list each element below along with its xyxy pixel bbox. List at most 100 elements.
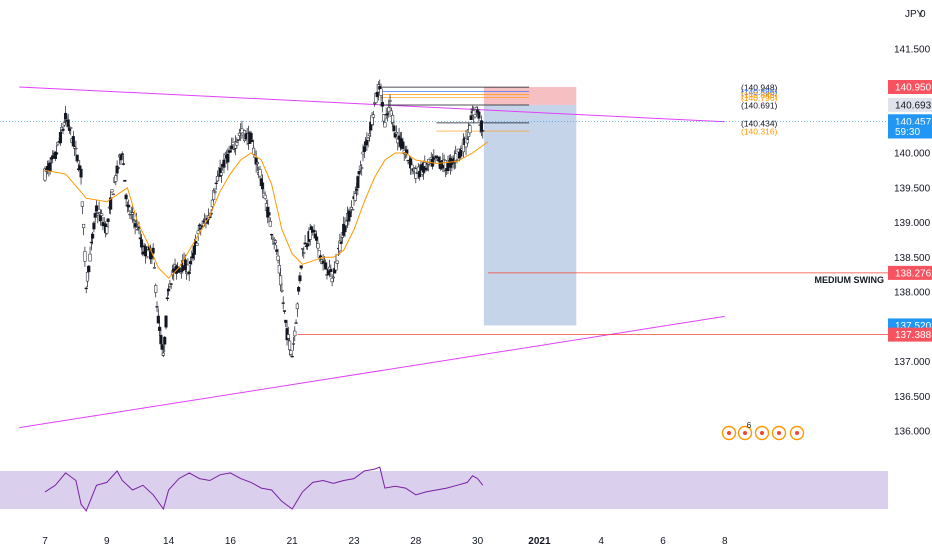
y-tick-label: 136.500 bbox=[894, 392, 931, 403]
candle-body bbox=[88, 253, 92, 262]
rsi-line bbox=[44, 466, 484, 512]
candle-body bbox=[187, 271, 191, 274]
candle-body bbox=[339, 241, 343, 244]
price-label-bg bbox=[888, 124, 932, 139]
candle-body bbox=[145, 256, 149, 259]
candle-body bbox=[438, 160, 442, 169]
candle-body bbox=[80, 201, 84, 207]
candlesticks bbox=[43, 79, 485, 358]
candle-body bbox=[165, 297, 169, 299]
medium-swing-label: MEDIUM SWING bbox=[815, 275, 885, 285]
currency-suffix: 0 bbox=[920, 9, 926, 20]
candle-body bbox=[348, 211, 352, 218]
candle-body bbox=[121, 163, 126, 165]
candle-body bbox=[119, 154, 123, 161]
candle-body bbox=[159, 334, 163, 345]
candle-body bbox=[160, 344, 164, 350]
moving-average bbox=[44, 141, 489, 279]
y-tick-label: 136.000 bbox=[894, 427, 931, 438]
candle-body bbox=[169, 283, 173, 285]
candle-body bbox=[277, 265, 281, 274]
candle-body bbox=[331, 276, 335, 279]
candle-body bbox=[468, 125, 472, 134]
candle-body bbox=[84, 287, 88, 290]
candle-body bbox=[219, 172, 223, 176]
candle-body bbox=[309, 226, 314, 230]
candle-body bbox=[315, 236, 319, 241]
x-tick-label: 8 bbox=[722, 536, 728, 547]
candle-body bbox=[105, 226, 109, 234]
price-label: 140.457 bbox=[895, 117, 932, 128]
candle-body bbox=[424, 167, 428, 171]
candle-body bbox=[351, 209, 355, 211]
candle-body bbox=[69, 127, 73, 129]
jp-flag-icon-dot bbox=[795, 431, 799, 435]
candle-body bbox=[481, 130, 485, 132]
x-tick-label: 14 bbox=[163, 536, 175, 547]
candle-body bbox=[143, 246, 147, 257]
x-tick-label: 6 bbox=[660, 536, 666, 547]
candle-body bbox=[289, 350, 293, 355]
candle-body bbox=[270, 233, 274, 236]
level-label: (140.316) bbox=[741, 127, 778, 137]
level-lines: (140.948)(140.886)(140.840)(140.796)(140… bbox=[0, 83, 888, 336]
y-tick-label: 138.500 bbox=[894, 253, 931, 264]
candle-body bbox=[275, 249, 279, 252]
candle-body bbox=[197, 224, 202, 226]
candle-body bbox=[110, 189, 114, 193]
candle-body bbox=[114, 175, 118, 182]
candle-body bbox=[298, 275, 302, 282]
candle-body bbox=[132, 219, 136, 221]
candle-body bbox=[302, 252, 306, 254]
candle-body bbox=[357, 171, 361, 175]
x-tick-label: 9 bbox=[104, 536, 110, 547]
price-label: 59:30 bbox=[895, 127, 920, 138]
candle-body bbox=[127, 204, 131, 208]
candle-body bbox=[317, 250, 321, 258]
candle-body bbox=[281, 302, 285, 304]
y-tick-label: 139.500 bbox=[894, 183, 931, 194]
candle-body bbox=[250, 139, 254, 142]
candle-body bbox=[226, 153, 230, 163]
candle-body bbox=[291, 343, 296, 345]
price-label: 137.520 bbox=[895, 321, 932, 332]
trendlines bbox=[19, 86, 725, 429]
candle-body bbox=[92, 222, 96, 230]
candle-body bbox=[273, 240, 278, 244]
candle-body bbox=[89, 241, 93, 244]
candle-body bbox=[115, 165, 119, 174]
candle-body bbox=[353, 193, 357, 201]
candle-body bbox=[48, 162, 52, 172]
candle-body bbox=[465, 139, 469, 144]
candle-body bbox=[284, 319, 288, 323]
candle-body bbox=[338, 240, 342, 252]
price-label: 137.388 bbox=[895, 330, 932, 341]
candle-body bbox=[195, 243, 199, 246]
candle-body bbox=[286, 334, 290, 339]
x-tick-label: 23 bbox=[348, 536, 360, 547]
candle-body bbox=[55, 152, 59, 155]
candle-body bbox=[380, 101, 384, 107]
x-tick-label: 30 bbox=[472, 536, 484, 547]
x-tick-label: 16 bbox=[225, 536, 237, 547]
candle-body bbox=[255, 162, 259, 164]
candle-body bbox=[215, 175, 220, 182]
candle-body bbox=[303, 242, 307, 245]
candle-body bbox=[116, 167, 120, 169]
candle-body bbox=[293, 330, 297, 337]
candle-body bbox=[188, 261, 193, 265]
candle-body bbox=[136, 229, 140, 231]
candle-body bbox=[279, 275, 283, 286]
candle-body bbox=[356, 176, 360, 189]
candle-body bbox=[355, 189, 359, 191]
price-label: 140.950 bbox=[895, 82, 932, 93]
candle-body bbox=[258, 169, 262, 177]
candle-body bbox=[94, 205, 99, 211]
candle-body bbox=[249, 132, 253, 140]
candle-body bbox=[222, 159, 226, 168]
candle-body bbox=[385, 113, 390, 115]
candle-body bbox=[213, 191, 217, 193]
